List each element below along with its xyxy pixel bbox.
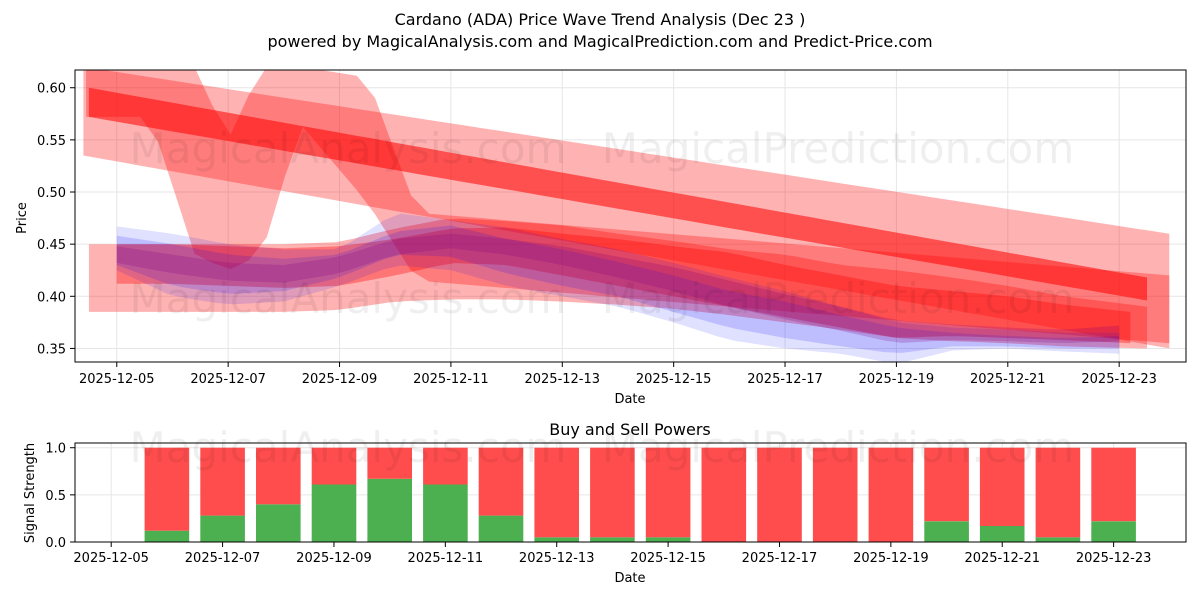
buy-power-bar xyxy=(590,537,635,542)
price-y-tick-label: 0.40 xyxy=(37,290,66,305)
signal-y-axis-label: Signal Strength xyxy=(23,443,38,543)
buy-power-bar xyxy=(1035,537,1081,542)
buy-power-bar xyxy=(924,521,969,542)
watermark-top-left: MagicalAnalysis.com xyxy=(130,124,567,173)
watermark-bottom-left: MagicalAnalysis.com xyxy=(130,423,567,472)
sell-power-bar xyxy=(924,447,969,522)
price-band-5 xyxy=(116,213,1120,362)
sell-power-bar xyxy=(757,447,802,542)
price-x-tick-label: 2025-12-05 xyxy=(79,372,155,387)
watermark-mid-left: MagicalAnalysis.com xyxy=(130,274,567,323)
buy-power-bar xyxy=(534,537,579,542)
buy-power-bar xyxy=(478,515,524,542)
signal-x-tick-label: 2025-12-19 xyxy=(853,551,929,566)
price-band-1 xyxy=(88,87,1147,301)
price-band-6 xyxy=(116,225,1120,353)
sell-power-bar xyxy=(478,447,524,516)
buy-power-bar xyxy=(311,484,357,542)
price-bands xyxy=(83,70,1170,362)
price-x-ticks: 2025-12-05 2025-12-07 2025-12-09 2025-12-11… xyxy=(79,362,1157,387)
signal-chart-title: Buy and Sell Powers xyxy=(549,420,711,439)
buy-power-bar xyxy=(367,478,412,542)
sell-power-bar xyxy=(311,447,357,485)
signal-y-tick-label: 0.0 xyxy=(45,536,66,551)
price-band-4 xyxy=(116,227,1131,344)
signal-x-axis-label: Date xyxy=(614,571,645,586)
signal-plot-frame xyxy=(74,442,1187,543)
price-x-tick-label: 2025-12-11 xyxy=(413,372,489,387)
sell-power-bar xyxy=(367,447,412,479)
price-band-7 xyxy=(116,233,1120,343)
chart-subtitle: powered by MagicalAnalysis.com and Magic… xyxy=(267,32,932,51)
signal-x-tick-label: 2025-12-13 xyxy=(519,551,595,566)
watermark-bottom-right: MagicalPrediction.com xyxy=(602,423,1075,472)
sell-power-bar xyxy=(534,447,579,538)
signal-x-tick-label: 2025-12-09 xyxy=(296,551,372,566)
sell-power-bar xyxy=(979,447,1025,526)
price-band-2 xyxy=(86,70,1170,344)
sell-power-bar xyxy=(590,447,635,538)
price-y-axis-label: Price xyxy=(15,202,30,234)
sell-power-bar xyxy=(144,447,190,531)
price-x-tick-label: 2025-12-21 xyxy=(970,372,1046,387)
buy-power-bar xyxy=(1091,521,1136,542)
price-x-tick-label: 2025-12-19 xyxy=(859,372,935,387)
sell-power-bar xyxy=(1091,447,1136,522)
price-y-tick-label: 0.55 xyxy=(37,134,66,149)
price-y-ticks: 0.35 0.40 0.45 0.50 0.55 0.60 xyxy=(37,82,75,357)
sell-power-bar xyxy=(645,447,691,538)
sell-power-bar xyxy=(868,447,914,542)
signal-x-ticks: 2025-12-05 2025-12-07 2025-12-09 2025-12-11… xyxy=(73,542,1151,566)
chart-title: Cardano (ADA) Price Wave Trend Analysis … xyxy=(395,10,806,29)
watermark-top-right: MagicalPrediction.com xyxy=(602,124,1075,173)
price-x-tick-label: 2025-12-23 xyxy=(1081,372,1157,387)
signal-y-tick-label: 1.0 xyxy=(45,442,66,457)
signal-x-tick-label: 2025-12-15 xyxy=(630,551,706,566)
signal-y-ticks: 0.0 0.5 1.0 xyxy=(45,442,75,551)
price-y-tick-label: 0.50 xyxy=(37,186,66,201)
sell-power-bar xyxy=(1035,447,1081,538)
price-watermarks: MagicalAnalysis.com MagicalPrediction.co… xyxy=(130,124,1075,323)
signal-x-tick-label: 2025-12-11 xyxy=(408,551,484,566)
buy-power-bar xyxy=(200,515,245,542)
signal-watermarks: MagicalAnalysis.com MagicalPrediction.co… xyxy=(130,423,1075,472)
price-x-tick-label: 2025-12-13 xyxy=(524,372,600,387)
price-x-tick-label: 2025-12-09 xyxy=(302,372,378,387)
signal-x-tick-label: 2025-12-23 xyxy=(1076,551,1152,566)
signal-x-tick-label: 2025-12-17 xyxy=(742,551,818,566)
sell-power-bar xyxy=(423,447,468,485)
buy-power-bar xyxy=(645,537,691,542)
watermark-mid-right: MagicalPrediction.com xyxy=(602,274,1075,323)
price-x-axis-label: Date xyxy=(614,392,645,407)
signal-y-tick-label: 0.5 xyxy=(45,489,66,504)
price-band-3 xyxy=(88,218,1147,349)
price-x-tick-label: 2025-12-07 xyxy=(190,372,266,387)
signal-x-tick-label: 2025-12-07 xyxy=(185,551,261,566)
price-plot-frame xyxy=(74,69,1187,363)
signal-x-tick-label: 2025-12-21 xyxy=(964,551,1040,566)
buy-power-bar xyxy=(423,484,468,542)
signal-x-tick-label: 2025-12-05 xyxy=(73,551,149,566)
price-y-tick-label: 0.35 xyxy=(37,342,66,357)
sell-power-bar xyxy=(256,447,301,505)
price-y-tick-label: 0.60 xyxy=(37,82,66,97)
price-x-tick-label: 2025-12-17 xyxy=(747,372,823,387)
buy-power-bar xyxy=(979,526,1025,542)
price-x-tick-label: 2025-12-15 xyxy=(636,372,712,387)
buy-power-bar xyxy=(256,504,301,542)
sell-power-bar xyxy=(200,447,245,516)
sell-power-bar xyxy=(812,447,858,542)
buy-power-bar xyxy=(144,530,190,542)
sell-power-bar xyxy=(701,447,747,542)
price-y-tick-label: 0.45 xyxy=(37,238,66,253)
signal-bars xyxy=(144,447,1136,542)
